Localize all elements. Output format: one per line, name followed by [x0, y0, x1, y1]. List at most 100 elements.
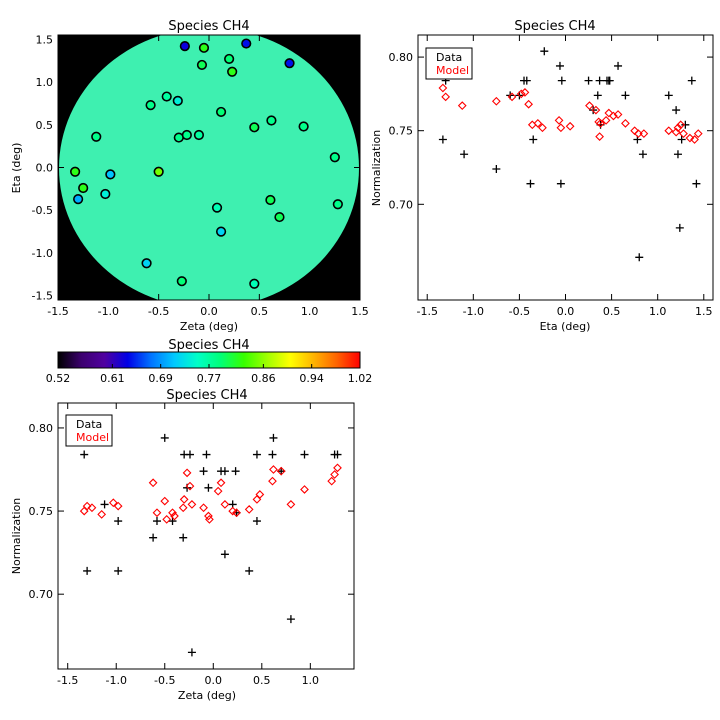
zeta-legend-box: [65, 414, 113, 447]
zeta-data-point: [286, 615, 295, 624]
zeta-data-point: [333, 450, 342, 459]
map-points: [70, 38, 343, 289]
zeta-model-point: [148, 478, 158, 488]
eta-data-point: [556, 179, 565, 188]
zeta-legend-model: Model: [76, 431, 109, 444]
map-point: [265, 194, 276, 206]
eta-data-point: [675, 223, 684, 232]
zeta-model-point: [162, 514, 172, 524]
eta-data-point: [681, 120, 690, 129]
colorbar-tick-label: 0.86: [251, 372, 276, 385]
zeta-model-point: [244, 505, 254, 514]
eta-model-point: [613, 110, 623, 119]
zeta-y-tick-label: 0.70: [29, 588, 54, 601]
zeta-x-tick-label: -0.5: [154, 674, 175, 687]
eta-data-point: [557, 76, 566, 85]
zeta-data-point: [185, 450, 194, 459]
zeta-model-point: [160, 496, 170, 506]
eta-x-ticks: -1.5 -1.0 -0.5 0.0 0.5 1.0 1.5: [416, 35, 713, 318]
zeta-data-point: [202, 450, 211, 459]
eta-model-point: [679, 129, 688, 139]
map-x-tick-label: -0.5: [148, 305, 169, 318]
zeta-model-point: [82, 501, 92, 511]
eta-legend-box: [425, 47, 473, 80]
eta-model-point: [596, 118, 605, 128]
map-point: [181, 129, 192, 141]
colorbar-tick-label: 0.61: [100, 372, 125, 385]
map-y-tick-label: 1.0: [36, 76, 54, 89]
eta-model-point: [516, 89, 526, 99]
map-point: [298, 121, 309, 132]
map-point: [196, 59, 208, 71]
eta-points: [438, 47, 703, 262]
eta-data-point: [540, 47, 549, 56]
map-x-ticks: -1.5 -1.0 -0.5 0.0 0.5 1.0 1.5: [47, 35, 369, 318]
zeta-model-point: [182, 468, 192, 478]
map-y-label: Eta (deg): [10, 143, 23, 194]
map-x-tick-label: 0.0: [200, 305, 218, 318]
colorbar-tick-label: 0.69: [148, 372, 173, 385]
eta-x-tick-label: -1.0: [463, 305, 484, 318]
eta-model-point: [441, 92, 451, 102]
eta-model-point: [591, 105, 601, 115]
zeta-data-point: [100, 500, 109, 509]
map-y-tick-label: -1.5: [32, 290, 53, 303]
zeta-model-point: [87, 503, 97, 513]
eta-data-point: [614, 61, 623, 70]
zeta-model-point: [255, 490, 265, 499]
map-point: [215, 106, 227, 118]
eta-legend-model: Model: [436, 64, 469, 77]
zeta-data-point: [277, 467, 286, 476]
eta-y-label: Normalization: [370, 130, 383, 206]
zeta-legend-data: Data: [76, 418, 102, 431]
map-x-tick-label: 1.0: [301, 305, 319, 318]
zeta-x-label: Zeta (deg): [178, 689, 236, 702]
map-y-tick-label: 1.5: [36, 33, 54, 46]
eta-model-point: [554, 116, 564, 125]
map-point: [227, 66, 238, 77]
zeta-y-ticks: 0.70 0.75 0.80: [29, 422, 354, 601]
zeta-panel: Species CH4 -1.5 -1.0 -0.5 0.0 0.5 1.0 0.700.…: [10, 388, 355, 702]
eta-model-point: [609, 111, 618, 121]
map-point: [249, 122, 260, 133]
zeta-model-point: [232, 508, 241, 518]
zeta-y-tick-label: 0.80: [29, 422, 54, 435]
map-point: [161, 91, 172, 102]
map-point: [211, 202, 223, 213]
colorbar-title: Species CH4: [168, 338, 249, 353]
colorbar-tick-label: 0.77: [197, 372, 222, 385]
zeta-data-point: [269, 433, 278, 442]
eta-model-point: [520, 88, 530, 97]
zeta-x-tick-label: -1.0: [105, 674, 126, 687]
map-y-tick-label: 0.5: [36, 119, 54, 132]
eta-model-point: [676, 120, 686, 130]
zeta-data-point: [80, 450, 89, 459]
eta-x-tick-label: 0.0: [557, 305, 575, 318]
map-x-tick-label: 0.5: [251, 305, 269, 318]
map-point: [91, 131, 102, 142]
zeta-frame: [57, 402, 355, 670]
map-point: [215, 226, 227, 237]
eta-model-point: [533, 118, 543, 128]
zeta-model-point: [327, 476, 337, 486]
eta-model-point: [565, 121, 575, 131]
zeta-model-point: [330, 470, 339, 479]
map-point: [193, 129, 205, 141]
eta-model-point: [556, 123, 566, 133]
zeta-legend: Data Model: [65, 414, 113, 447]
zeta-data-point: [204, 483, 213, 492]
eta-data-point: [687, 76, 696, 85]
colorbar-tick-label: 1.02: [348, 372, 373, 385]
zeta-x-tick-label: 1.0: [302, 674, 320, 687]
zeta-model-point: [108, 498, 118, 508]
eta-model-point: [491, 96, 501, 106]
eta-data-point: [529, 135, 538, 144]
eta-x-tick-label: -0.5: [509, 305, 530, 318]
eta-data-point: [593, 91, 602, 100]
eta-model-point: [639, 129, 649, 139]
map-x-tick-label: 1.5: [351, 305, 369, 318]
map-point: [100, 188, 111, 200]
zeta-data-point: [231, 467, 240, 476]
map-point: [172, 95, 183, 106]
